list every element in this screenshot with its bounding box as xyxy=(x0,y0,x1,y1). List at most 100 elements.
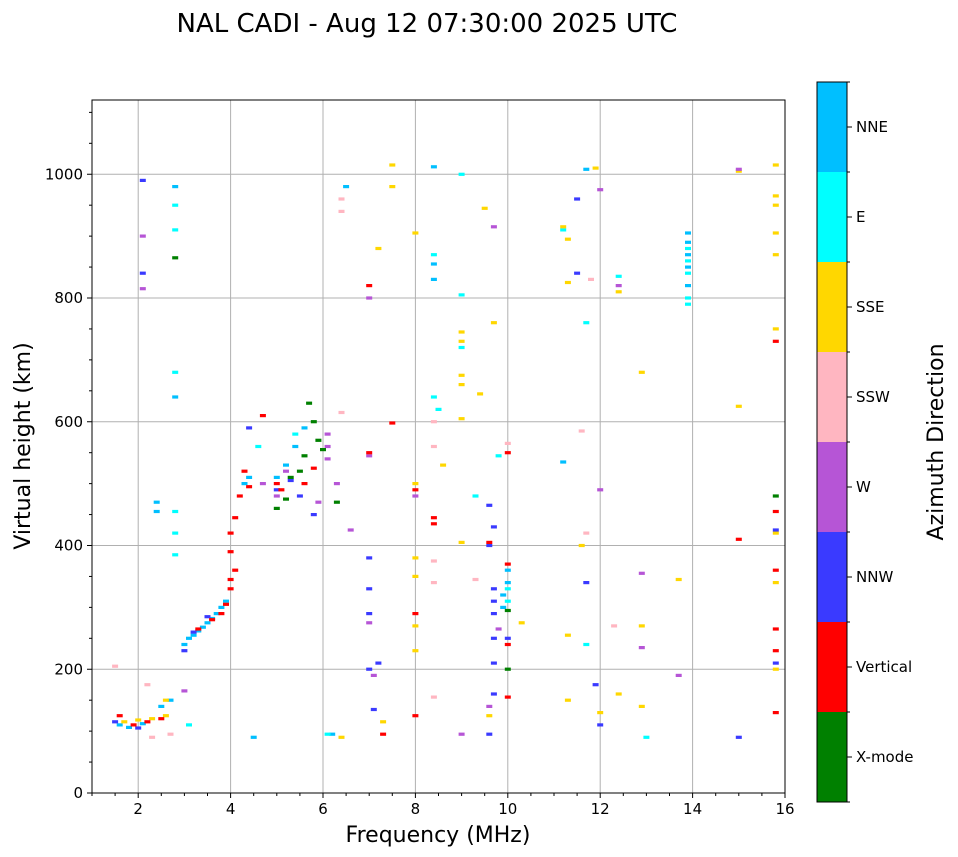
echo-nnw xyxy=(772,661,779,665)
echo-nnw xyxy=(287,478,294,483)
echo-nne xyxy=(223,599,229,603)
echo-nnw xyxy=(735,735,742,739)
echo-w xyxy=(638,571,645,575)
echo-x-mode xyxy=(172,256,179,260)
echo-vertical xyxy=(278,488,285,492)
echo-vertical xyxy=(772,649,779,653)
echo-ssw xyxy=(430,420,437,424)
echo-x-mode xyxy=(333,500,340,504)
echo-vertical xyxy=(273,482,280,486)
y-tick-label: 0 xyxy=(73,784,83,802)
echo-vertical xyxy=(310,466,317,470)
x-tick-label: 4 xyxy=(226,800,236,818)
echo-nnw xyxy=(139,178,146,182)
echo-e xyxy=(504,587,511,591)
echo-nnw xyxy=(490,599,497,603)
data-marks xyxy=(112,163,779,739)
echo-vertical xyxy=(130,723,137,727)
echo-ssw xyxy=(588,277,594,281)
echo-nnw xyxy=(375,661,382,665)
echo-ssw xyxy=(472,577,479,582)
echo-nnw xyxy=(486,543,493,548)
echo-vertical xyxy=(116,714,123,718)
plot-area: 2 4 6 8 10 12 14 16 0 200 400 600 800 1000 xyxy=(45,99,795,818)
echo-e xyxy=(172,203,179,207)
echo-nne xyxy=(139,722,146,726)
echo-ssw xyxy=(167,732,174,736)
echo-nne xyxy=(329,732,336,736)
echo-e xyxy=(504,599,511,603)
y-tick-label: 600 xyxy=(54,413,83,431)
echo-sse xyxy=(772,327,779,331)
echo-nnw xyxy=(574,197,581,201)
echo-nne xyxy=(158,704,165,708)
echo-vertical xyxy=(227,550,234,554)
echo-sse xyxy=(477,392,484,396)
echo-w xyxy=(486,704,493,708)
echo-vertical xyxy=(218,612,225,616)
echo-e xyxy=(458,345,465,350)
echo-sse xyxy=(638,704,645,708)
echo-vertical xyxy=(232,568,239,572)
echo-sse xyxy=(162,714,169,718)
echo-e xyxy=(172,531,179,535)
echo-sse xyxy=(458,383,465,387)
echo-vertical xyxy=(223,602,229,606)
echo-w xyxy=(333,482,340,486)
echo-e xyxy=(685,302,691,306)
echo-nne xyxy=(504,568,511,572)
echo-w xyxy=(139,234,146,238)
y-axis-label: Virtual height (km) xyxy=(11,342,36,549)
echo-w xyxy=(324,457,331,461)
echo-w xyxy=(324,444,331,449)
echo-vertical xyxy=(504,562,511,566)
echo-w xyxy=(324,432,331,436)
echo-sse xyxy=(772,253,779,257)
echo-nne xyxy=(430,165,437,169)
echo-w xyxy=(315,500,322,504)
colorbar-swatch-e xyxy=(817,172,847,262)
echo-nne xyxy=(126,725,132,729)
echo-sse xyxy=(412,482,419,486)
echo-w xyxy=(273,494,280,498)
plot-background xyxy=(92,100,785,793)
echo-sse xyxy=(592,166,599,170)
echo-w xyxy=(597,188,604,192)
echo-nne xyxy=(685,253,691,257)
echo-nnw xyxy=(366,612,373,616)
echo-vertical xyxy=(486,540,493,544)
echo-vertical xyxy=(158,717,165,721)
echo-nne xyxy=(430,262,437,266)
echo-vertical xyxy=(504,451,511,455)
echo-ssw xyxy=(583,531,590,535)
echo-vertical xyxy=(380,732,387,736)
echo-e xyxy=(472,494,479,498)
colorbar-label: X-mode xyxy=(856,748,913,766)
colorbar-swatch-nne xyxy=(817,82,847,172)
echo-vertical xyxy=(772,711,779,715)
echo-nne xyxy=(172,185,179,189)
echo-vertical xyxy=(227,531,234,535)
echo-w xyxy=(283,469,289,473)
echo-sse xyxy=(149,717,156,721)
echo-w xyxy=(366,296,373,300)
echo-nnw xyxy=(190,630,197,634)
echo-sse xyxy=(772,203,779,207)
echo-nne xyxy=(292,444,299,449)
y-tick-label: 200 xyxy=(54,660,83,678)
echo-sse xyxy=(675,577,682,582)
colorbar: X-mode Vertical NNW W SSW SSE E NNE xyxy=(816,81,913,803)
echo-nnw xyxy=(366,667,373,671)
echo-vertical xyxy=(772,339,779,343)
x-tick-label: 14 xyxy=(683,800,702,818)
echo-w xyxy=(735,167,742,171)
echo-nnw xyxy=(490,692,497,696)
echo-w xyxy=(412,494,419,498)
echo-nnw xyxy=(490,612,497,616)
echo-sse xyxy=(412,231,419,235)
echo-vertical xyxy=(227,577,234,582)
echo-nne xyxy=(685,231,691,235)
echo-nnw xyxy=(246,426,253,430)
echo-nnw xyxy=(139,271,146,275)
